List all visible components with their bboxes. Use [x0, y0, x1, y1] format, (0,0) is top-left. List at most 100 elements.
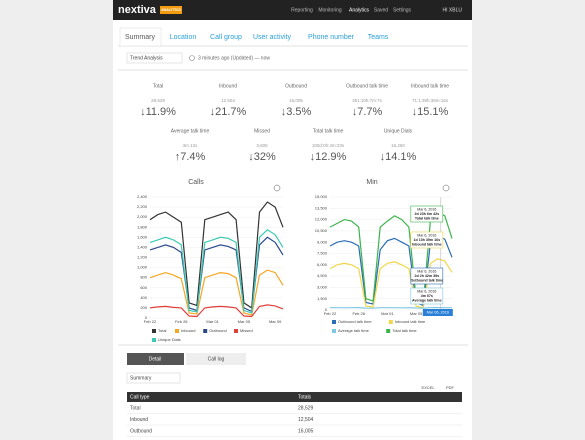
nav-link[interactable]: Reporting — [291, 7, 313, 13]
nav-bar — [113, 0, 472, 20]
tooltip-text: Total talk time — [415, 216, 439, 220]
legend-label: Outbound talk time — [338, 319, 372, 324]
updated: 3 minutes ago (Updated) — now — [198, 55, 270, 61]
table-cell: Total — [130, 405, 141, 411]
kpi-change: ↓3.5% — [281, 106, 312, 118]
view-select[interactable] — [126, 52, 183, 64]
y-tick-label: 2,400 — [137, 194, 148, 199]
x-tick-label: Feb 22 — [144, 319, 157, 324]
kpi-value: 12,504 — [221, 98, 235, 103]
summary-select[interactable] — [126, 372, 181, 384]
y-tick-label: 1,500 — [317, 296, 328, 301]
legend-label: Unique Dials — [158, 337, 181, 342]
legend-label: Inbound talk time — [395, 319, 426, 324]
tab[interactable]: Teams — [368, 34, 389, 41]
tooltip-text: 2d 23h 6m 42s — [415, 212, 440, 216]
legend-label: Missed — [240, 328, 253, 333]
kpi-value: 28,529 — [151, 98, 165, 103]
kpi-label: Inbound — [219, 83, 237, 89]
y-tick-label: 9,000 — [317, 239, 328, 244]
nav-link[interactable]: Monitoring — [318, 7, 342, 13]
legend-label: Total — [158, 328, 167, 333]
kpi-value: 100d:0h:4m:23s — [312, 143, 345, 148]
user[interactable]: HI XBLU — [443, 7, 463, 13]
kpi-label: Missed — [254, 128, 270, 134]
legend-swatch — [175, 329, 179, 333]
detail-tab[interactable] — [127, 353, 184, 365]
kpi-change: ↓15.1% — [412, 106, 449, 118]
kpi-label: Unique Dials — [384, 128, 413, 134]
series-line — [149, 229, 284, 314]
legend-swatch — [203, 329, 208, 333]
tab-active — [119, 27, 162, 47]
download-icon[interactable] — [273, 184, 281, 192]
tab[interactable]: User activity — [253, 34, 292, 41]
refresh-icon[interactable] — [189, 55, 195, 61]
nav-link[interactable]: Saved — [374, 7, 388, 13]
kpi-label: Outbound talk time — [346, 83, 388, 89]
kpi-value: 16,260 — [391, 143, 405, 148]
table-cell: 16,005 — [298, 428, 314, 434]
summary-select-text: Summary — [130, 375, 152, 381]
nav-link[interactable]: Analytics — [349, 7, 370, 13]
kpi-change: ↓14.1% — [380, 151, 417, 163]
detail-tab-text: Detail — [149, 356, 162, 362]
x-tick-label: Feb 26 — [352, 311, 365, 316]
kpi-change: ↓7.7% — [352, 106, 383, 118]
kpi-label: Inbound talk time — [411, 83, 449, 89]
calllog-tab-text: Call log — [208, 356, 225, 362]
x-tick-label: Mar 09 — [269, 319, 282, 324]
legend-swatch — [234, 329, 238, 333]
y-tick-label: 200 — [140, 305, 147, 310]
kpi-label: Total — [153, 83, 164, 89]
y-tick-label: 400 — [140, 295, 147, 300]
legend-label: Average talk time — [338, 328, 370, 333]
tab[interactable]: Location — [170, 34, 197, 41]
table-header-cell: Call type — [130, 394, 150, 400]
tooltip-text: Mar 6, 2016 — [417, 289, 436, 293]
download-icon[interactable] — [442, 184, 450, 192]
kpi-change: ↓21.7% — [210, 106, 247, 118]
tooltip-text: Outbound talk time — [410, 278, 443, 282]
tooltip-text: 1d 10h 39m 16s — [414, 238, 441, 242]
tooltip-text: Mar 6, 2016 — [417, 233, 436, 237]
x-tick-label: Feb 22 — [324, 311, 337, 316]
calllog-tab[interactable] — [186, 353, 246, 365]
x-tick-label: Mar 01 — [381, 311, 394, 316]
table-header — [127, 392, 462, 402]
badge — [160, 6, 182, 14]
y-tick-label: 600 — [140, 285, 147, 290]
series-line — [149, 304, 284, 318]
tooltip-text: 4m 07s — [421, 294, 433, 298]
table-cell: 28,529 — [298, 405, 314, 411]
series-line — [149, 201, 284, 309]
x-tick-label: Mar 05 — [238, 319, 251, 324]
y-tick-label: 6,000 — [317, 262, 328, 267]
export-excel[interactable]: EXCEL — [421, 385, 435, 390]
y-tick-label: 800 — [140, 275, 147, 280]
tab[interactable]: Phone number — [308, 34, 355, 41]
kpi-value: 3m 12s — [183, 143, 199, 148]
x-tick-label: Mar 01 — [206, 319, 219, 324]
series-line — [329, 258, 453, 309]
table-cell: Inbound — [130, 417, 148, 423]
nav-link[interactable]: Settings — [393, 7, 412, 13]
tooltip — [410, 205, 444, 223]
y-tick-label: 15,000 — [315, 194, 328, 199]
y-tick-label: 13,500 — [315, 205, 328, 210]
tab[interactable]: Call group — [210, 34, 242, 41]
y-tick-label: 2,000 — [137, 214, 148, 219]
series-line — [149, 269, 284, 316]
legend-label: Inbound — [181, 328, 195, 333]
export-pdf[interactable]: PDF — [446, 385, 455, 390]
tab[interactable]: Summary — [125, 34, 155, 41]
y-tick-label: 0 — [325, 307, 328, 312]
series-line — [330, 306, 453, 309]
y-tick-label: 1,200 — [137, 255, 148, 260]
x-tick-label: Feb 26 — [175, 319, 188, 324]
y-tick-label: 3,000 — [317, 284, 328, 289]
y-tick-label: 1,600 — [137, 234, 148, 239]
kpi-value: 71:1:39h:39m:16s — [412, 98, 449, 103]
legend-swatch — [332, 329, 336, 333]
